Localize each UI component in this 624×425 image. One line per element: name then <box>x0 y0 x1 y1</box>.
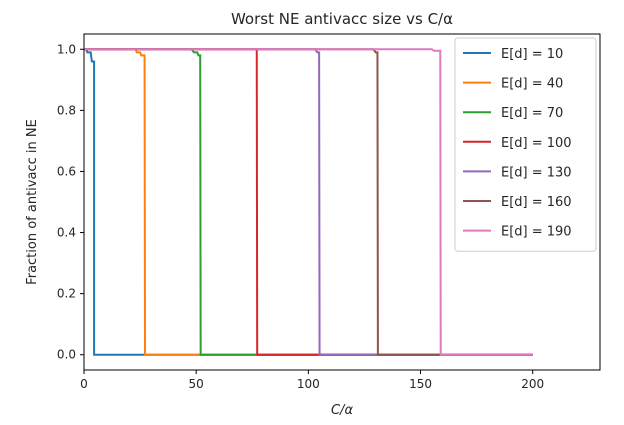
legend-label: E[d] = 160 <box>501 195 572 210</box>
legend-label: E[d] = 40 <box>501 77 563 92</box>
y-axis-ticks: 0.0 0.2 0.4 0.6 0.8 1.0 <box>57 42 84 362</box>
y-tick-label: 0.4 <box>57 226 76 240</box>
series-layer <box>84 48 533 356</box>
legend-label: E[d] = 190 <box>501 225 572 240</box>
legend-label: E[d] = 10 <box>501 47 563 62</box>
legend-label: E[d] = 130 <box>501 165 572 180</box>
y-tick-label: 0.0 <box>57 348 76 362</box>
x-tick-label: 200 <box>521 377 544 391</box>
legend: E[d] = 10 E[d] = 40 E[d] = 70 E[d] = 100 E[d… <box>454 37 597 252</box>
legend-label: E[d] = 70 <box>501 106 563 121</box>
legend-box <box>454 37 597 252</box>
legend-label: E[d] = 100 <box>501 136 572 151</box>
x-tick-label: 50 <box>189 377 204 391</box>
plot-frame <box>83 33 601 371</box>
y-tick-label: 1.0 <box>57 42 76 56</box>
x-tick-label: 0 <box>80 377 88 391</box>
chart-title: Worst NE antivacc size vs C/α <box>231 10 453 28</box>
x-tick-label: 100 <box>297 377 320 391</box>
x-tick-label: 150 <box>409 377 432 391</box>
y-axis-label: Fraction of antivacc in NE <box>25 119 40 285</box>
x-axis-ticks: 0 50 100 150 200 <box>80 370 544 391</box>
y-tick-label: 0.2 <box>57 287 76 301</box>
x-axis-label: C/α <box>331 403 353 418</box>
series-line-7 <box>84 48 533 356</box>
y-tick-label: 0.8 <box>57 103 76 117</box>
y-tick-label: 0.6 <box>57 164 76 178</box>
